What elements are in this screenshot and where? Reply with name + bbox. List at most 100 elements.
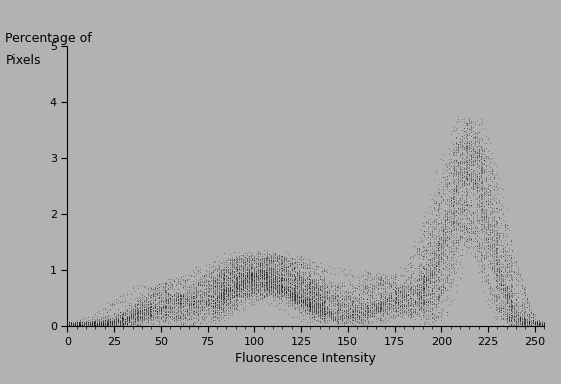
- Point: [282, 286, 291, 292]
- Point: [242, 257, 251, 263]
- Point: [291, 274, 300, 280]
- Point: [308, 283, 317, 289]
- Point: [488, 253, 496, 260]
- Point: [513, 309, 522, 315]
- Point: [420, 285, 429, 291]
- Point: [319, 302, 328, 308]
- Point: [383, 291, 392, 297]
- Point: [63, 323, 72, 329]
- Point: [157, 305, 165, 311]
- Point: [308, 309, 317, 315]
- Point: [328, 302, 337, 308]
- Point: [134, 309, 143, 315]
- Point: [185, 297, 194, 303]
- Point: [461, 237, 470, 243]
- Point: [67, 323, 76, 329]
- Point: [424, 283, 433, 290]
- Point: [467, 132, 476, 139]
- Point: [311, 308, 320, 314]
- Point: [226, 288, 234, 294]
- Point: [317, 302, 326, 308]
- Point: [96, 318, 105, 324]
- Point: [201, 271, 210, 277]
- Point: [519, 323, 528, 329]
- Point: [96, 323, 105, 329]
- Point: [298, 295, 307, 301]
- Point: [207, 283, 216, 289]
- Point: [401, 302, 410, 308]
- Point: [504, 267, 513, 273]
- Point: [525, 302, 534, 308]
- Point: [190, 273, 199, 279]
- Point: [491, 297, 500, 303]
- Point: [291, 292, 300, 298]
- Point: [398, 291, 407, 297]
- Point: [315, 287, 324, 293]
- Point: [403, 300, 412, 306]
- Point: [452, 184, 461, 190]
- Point: [263, 267, 272, 273]
- Point: [485, 230, 494, 237]
- Point: [210, 291, 219, 297]
- Point: [465, 152, 474, 158]
- Point: [89, 323, 98, 329]
- Point: [426, 260, 435, 266]
- Point: [250, 272, 259, 278]
- Point: [128, 312, 137, 318]
- Point: [157, 308, 165, 314]
- Point: [336, 316, 345, 323]
- Point: [218, 275, 227, 281]
- Point: [512, 300, 521, 306]
- Point: [67, 321, 76, 328]
- Point: [523, 323, 532, 329]
- Point: [76, 323, 85, 329]
- Point: [182, 311, 191, 317]
- Point: [222, 288, 231, 294]
- Point: [407, 311, 416, 318]
- Point: [370, 310, 379, 316]
- Point: [89, 318, 98, 324]
- Point: [530, 323, 539, 329]
- Point: [237, 281, 246, 287]
- Point: [300, 300, 309, 306]
- Point: [461, 234, 470, 240]
- Point: [265, 251, 274, 257]
- Point: [153, 300, 162, 306]
- Point: [84, 322, 93, 328]
- Point: [394, 285, 403, 291]
- Point: [70, 321, 79, 327]
- Point: [334, 284, 343, 290]
- Point: [463, 175, 472, 182]
- Point: [173, 306, 182, 313]
- Point: [250, 271, 259, 277]
- Point: [272, 275, 281, 281]
- Point: [536, 321, 545, 327]
- Point: [216, 281, 225, 287]
- Point: [168, 307, 177, 313]
- Point: [274, 288, 283, 294]
- Point: [530, 321, 539, 327]
- Point: [121, 309, 130, 315]
- Point: [300, 255, 309, 262]
- Point: [227, 302, 236, 308]
- Point: [214, 305, 223, 311]
- Point: [446, 195, 455, 201]
- Point: [266, 266, 275, 272]
- Point: [216, 279, 225, 285]
- Point: [293, 278, 302, 284]
- Point: [238, 262, 247, 268]
- Point: [295, 315, 304, 321]
- Point: [448, 240, 457, 247]
- Point: [128, 311, 137, 317]
- Point: [502, 274, 511, 280]
- Point: [188, 320, 197, 326]
- Point: [252, 283, 261, 290]
- Point: [456, 195, 465, 201]
- Point: [252, 296, 261, 302]
- Point: [471, 172, 480, 178]
- Point: [319, 266, 328, 272]
- Point: [100, 321, 109, 328]
- Point: [194, 270, 203, 276]
- Point: [500, 287, 509, 293]
- Point: [392, 292, 401, 298]
